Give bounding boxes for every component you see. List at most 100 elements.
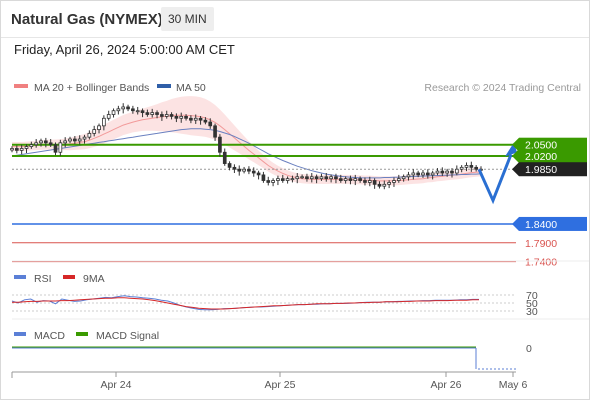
candle: [329, 174, 333, 183]
instrument-title: Natural Gas (NYMEX): [11, 11, 163, 28]
candle: [392, 177, 396, 187]
candle: [53, 142, 58, 156]
candle: [34, 139, 39, 148]
candle: [435, 168, 440, 176]
level-pointer-3: [512, 216, 519, 231]
candles: [10, 103, 483, 190]
macd-signal-legend-label: MACD Signal: [96, 330, 159, 342]
candle: [140, 108, 145, 118]
candle: [261, 171, 266, 183]
candle: [256, 170, 261, 180]
candle: [367, 176, 372, 187]
ma20-line: [12, 114, 482, 182]
candle: [343, 176, 348, 184]
candle: [314, 174, 319, 184]
level-box-3: [519, 216, 587, 231]
candle: [319, 173, 324, 181]
level-label-2: 1.9850: [525, 164, 557, 176]
ma50-legend-swatch: [157, 84, 171, 88]
ma9-legend-label: 9MA: [83, 273, 105, 285]
candle: [97, 123, 101, 134]
candle: [285, 176, 290, 184]
candle: [19, 144, 24, 155]
candle: [445, 168, 449, 177]
candle: [454, 165, 459, 176]
level-box-1: [519, 149, 587, 164]
level-label-5: 1.7400: [525, 257, 557, 269]
candle: [106, 110, 111, 121]
macd-legend-label: MACD: [34, 330, 65, 342]
candle: [430, 170, 435, 180]
ma9-legend-swatch: [63, 275, 75, 279]
level-pointer-1: [512, 149, 519, 164]
level-box-2: [519, 162, 587, 177]
candle: [39, 138, 43, 147]
candle: [382, 180, 387, 190]
candle: [184, 114, 188, 121]
rsi-30-label: 30: [526, 306, 538, 318]
candle: [193, 114, 198, 124]
candle: [150, 108, 155, 118]
candle: [232, 164, 237, 173]
candle: [300, 174, 304, 180]
ma50-legend-label: MA 50: [176, 82, 206, 94]
rsi-50-label: 50: [526, 298, 538, 310]
candle: [116, 105, 121, 115]
candle: [290, 175, 295, 183]
candle: [469, 161, 474, 172]
candle: [387, 180, 391, 189]
candle: [324, 173, 329, 182]
candle: [87, 130, 92, 140]
candle: [358, 176, 362, 183]
candle: [242, 166, 246, 174]
candle: [174, 113, 179, 123]
candle: [48, 139, 53, 147]
x-axis-ticks: Apr 24 Apr 25 Apr 26 May 6: [101, 372, 527, 391]
candle: [131, 105, 135, 114]
candle: [82, 134, 87, 144]
candle: [411, 169, 416, 180]
candle: [92, 125, 97, 137]
candle: [440, 167, 445, 177]
candle: [401, 174, 406, 182]
x-tick-label: Apr 26: [431, 379, 462, 391]
candle: [222, 148, 227, 166]
chart-header: Natural Gas (NYMEX) 30 MIN: [1, 1, 589, 38]
chart-datetime: Friday, April 26, 2024 5:00:00 AM CET: [14, 42, 235, 57]
candle: [164, 110, 169, 119]
candle: [135, 106, 140, 115]
x-tick-label: Apr 25: [265, 379, 296, 391]
candle: [251, 167, 256, 177]
copyright-text: Research © 2024 Trading Central: [424, 82, 581, 94]
candle: [29, 141, 34, 149]
candle: [421, 169, 425, 178]
forecast-arrow: [477, 153, 513, 205]
candle: [10, 146, 14, 153]
candle: [189, 115, 193, 124]
candle: [459, 165, 464, 173]
candle: [377, 181, 382, 189]
candle: [169, 112, 174, 120]
candle: [450, 168, 454, 178]
candle: [121, 103, 126, 114]
candle: [266, 176, 271, 186]
candle: [464, 162, 469, 172]
candle: [24, 144, 29, 153]
candle: [203, 117, 208, 125]
candle: [305, 173, 309, 182]
candle: [145, 109, 150, 117]
candle: [77, 135, 82, 145]
timeframe-badge[interactable]: 30 MIN: [161, 7, 214, 31]
candle: [396, 174, 401, 183]
level-label-3: 1.8400: [525, 219, 557, 231]
candle: [68, 136, 72, 144]
candle: [309, 173, 314, 183]
rsi-legend-swatch: [14, 275, 26, 279]
candle: [63, 137, 68, 148]
candle: [44, 137, 48, 148]
candle: [155, 110, 159, 119]
level-label-0: 2.0500: [525, 140, 557, 152]
candle: [111, 108, 116, 118]
candle: [363, 177, 367, 186]
